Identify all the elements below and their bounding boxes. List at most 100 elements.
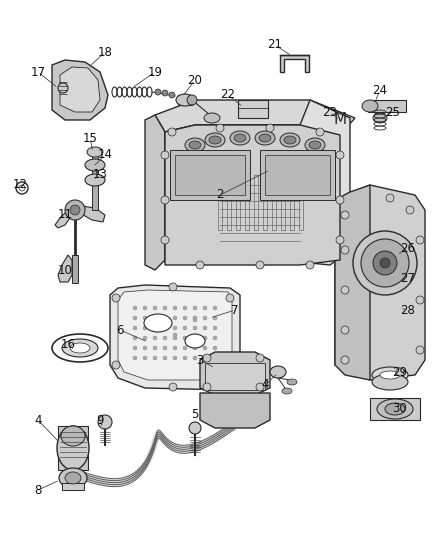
- Ellipse shape: [256, 383, 264, 391]
- Ellipse shape: [373, 251, 397, 275]
- Ellipse shape: [341, 356, 349, 364]
- Ellipse shape: [144, 314, 172, 332]
- Text: 11: 11: [57, 208, 73, 222]
- Ellipse shape: [341, 326, 349, 334]
- Ellipse shape: [173, 356, 177, 360]
- Text: 17: 17: [31, 66, 46, 78]
- Ellipse shape: [133, 306, 137, 310]
- Ellipse shape: [336, 196, 344, 204]
- Ellipse shape: [163, 316, 167, 320]
- Ellipse shape: [153, 356, 157, 360]
- Text: 15: 15: [82, 132, 97, 144]
- Text: 28: 28: [401, 303, 415, 317]
- Ellipse shape: [169, 383, 177, 391]
- Ellipse shape: [255, 131, 275, 145]
- Ellipse shape: [173, 326, 177, 330]
- Ellipse shape: [153, 326, 157, 330]
- Ellipse shape: [163, 326, 167, 330]
- Ellipse shape: [183, 326, 187, 330]
- Text: 30: 30: [392, 401, 407, 415]
- Polygon shape: [238, 100, 268, 118]
- Ellipse shape: [193, 326, 197, 330]
- Bar: [370, 398, 420, 420]
- Text: 13: 13: [92, 168, 107, 182]
- Ellipse shape: [284, 136, 296, 144]
- Ellipse shape: [270, 366, 286, 378]
- Text: 4: 4: [261, 378, 269, 392]
- Ellipse shape: [203, 346, 207, 350]
- Ellipse shape: [256, 261, 264, 269]
- Text: 25: 25: [385, 106, 400, 118]
- Polygon shape: [335, 185, 370, 380]
- Ellipse shape: [153, 306, 157, 310]
- Text: 14: 14: [98, 149, 113, 161]
- Ellipse shape: [193, 306, 197, 310]
- Ellipse shape: [193, 356, 197, 360]
- Ellipse shape: [213, 316, 217, 320]
- Ellipse shape: [173, 306, 177, 310]
- Ellipse shape: [98, 415, 112, 429]
- Ellipse shape: [256, 354, 264, 362]
- Ellipse shape: [193, 336, 197, 340]
- Ellipse shape: [161, 236, 169, 244]
- Ellipse shape: [203, 316, 207, 320]
- Ellipse shape: [143, 316, 147, 320]
- Ellipse shape: [234, 134, 246, 142]
- Polygon shape: [200, 393, 270, 428]
- Bar: [260, 150, 335, 200]
- Ellipse shape: [169, 92, 175, 98]
- Ellipse shape: [153, 346, 157, 350]
- Bar: [58, 426, 88, 470]
- Ellipse shape: [187, 95, 197, 105]
- Ellipse shape: [226, 363, 234, 371]
- Ellipse shape: [62, 339, 98, 357]
- Ellipse shape: [282, 388, 292, 394]
- Ellipse shape: [203, 306, 207, 310]
- Polygon shape: [58, 255, 72, 282]
- Ellipse shape: [416, 296, 424, 304]
- Polygon shape: [52, 60, 108, 120]
- Ellipse shape: [205, 133, 225, 147]
- Text: 4: 4: [34, 414, 42, 426]
- Ellipse shape: [316, 128, 324, 136]
- Ellipse shape: [133, 316, 137, 320]
- Ellipse shape: [133, 326, 137, 330]
- Bar: [92, 150, 98, 210]
- Ellipse shape: [183, 316, 187, 320]
- Ellipse shape: [87, 147, 103, 157]
- Bar: [170, 150, 250, 200]
- Text: 18: 18: [98, 45, 113, 59]
- Ellipse shape: [58, 83, 68, 93]
- Text: 22: 22: [220, 88, 236, 101]
- Ellipse shape: [61, 426, 85, 446]
- Ellipse shape: [155, 89, 161, 95]
- Ellipse shape: [65, 200, 85, 220]
- Ellipse shape: [406, 206, 414, 214]
- Ellipse shape: [305, 138, 325, 152]
- Bar: [205, 363, 265, 390]
- Ellipse shape: [143, 326, 147, 330]
- Ellipse shape: [213, 356, 217, 360]
- Polygon shape: [60, 67, 100, 112]
- Ellipse shape: [176, 94, 194, 106]
- Ellipse shape: [209, 136, 221, 144]
- Text: 12: 12: [13, 179, 28, 191]
- Ellipse shape: [163, 346, 167, 350]
- Ellipse shape: [203, 336, 207, 340]
- Ellipse shape: [306, 261, 314, 269]
- Polygon shape: [200, 352, 270, 395]
- Ellipse shape: [362, 100, 378, 112]
- Ellipse shape: [386, 194, 394, 202]
- Ellipse shape: [287, 379, 297, 385]
- Ellipse shape: [385, 403, 405, 415]
- Ellipse shape: [380, 258, 390, 268]
- Text: 5: 5: [191, 408, 199, 422]
- Polygon shape: [55, 205, 75, 228]
- Text: 9: 9: [96, 414, 104, 426]
- Ellipse shape: [52, 334, 108, 362]
- Ellipse shape: [143, 336, 147, 340]
- Ellipse shape: [396, 368, 404, 376]
- Ellipse shape: [189, 141, 201, 149]
- Polygon shape: [155, 100, 355, 135]
- Text: 2: 2: [216, 189, 224, 201]
